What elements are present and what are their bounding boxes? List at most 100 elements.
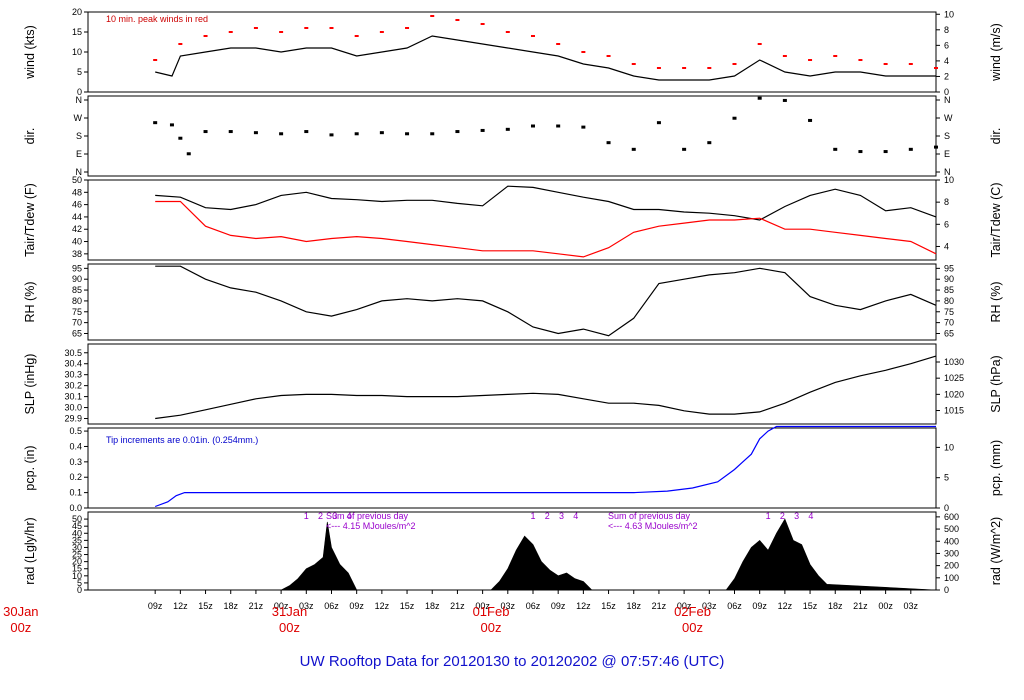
y2-tick-label: 1015 [944,406,964,416]
y2-tick-label: 6 [944,40,949,50]
series-peak-wind [153,15,938,69]
data-point [169,123,174,127]
panel-precip: 0.0 0.1 0.2 0.3 0.4 0.5 0 5 10 pcp. (in) pcp. (mm)… [23,425,1003,513]
data-point [186,152,191,156]
x-tick-label: 09z [752,601,767,611]
y2-axis-title: wind (m/s) [989,23,1003,82]
y-tick-label: 0 [77,87,82,97]
series-precip-line [154,425,936,508]
series-temperature-line [155,185,937,221]
data-point [253,131,258,135]
peak-point [405,27,410,29]
y2-tick-label: S [944,131,950,141]
series-temperature-line [155,200,937,258]
data-point [178,136,183,140]
hour-mark: 1 [304,511,309,521]
data-point [505,127,510,131]
y-tick-label: 75 [72,307,82,317]
y2-tick-label: W [944,113,953,123]
panel-frame [87,11,937,93]
y-tick-label: 0.3 [69,457,82,467]
panel-wind: 0 5 10 15 20 0 2 4 6 8 10 wind (kts) wind (m/s) 10 mi… [23,7,1003,97]
y-axis-title: wind (kts) [23,25,37,79]
peak-point [707,67,712,69]
y2-tick-label: 300 [944,548,959,558]
peak-point [808,59,813,61]
y2-tick-label: E [944,149,950,159]
x-tick-label: 15z [803,601,818,611]
data-point [908,147,913,151]
data-point [455,130,460,134]
x-tick-label: 15z [400,601,415,611]
data-point [631,147,636,151]
data-point [808,118,813,122]
x-tick-label: 12z [375,601,390,611]
y2-tick-label: 10 [944,9,954,19]
y2-tick-label: 4 [944,56,949,66]
data-point [606,141,611,145]
peak-point [430,15,435,17]
y-tick-label: W [74,113,83,123]
peak-point [253,27,258,29]
y2-tick-label: 4 [944,241,949,251]
x-tick-label: 21z [652,601,667,611]
y2-tick-label: 5 [944,473,949,483]
y-tick-label: 38 [72,249,82,259]
y-tick-label: 40 [72,528,82,538]
wind-annotation: 10 min. peak winds in red [106,14,208,24]
data-point [858,150,863,154]
day-label-date: 30Jan [3,604,38,619]
y2-tick-label: N [944,167,951,177]
panel-radiation: 051015202530354045500100200300400500600r… [23,511,1003,595]
x-tick-label: 06z [526,601,541,611]
x-tick-label: 18z [626,601,641,611]
x-tick-label: 09z [349,601,364,611]
peak-point [631,63,636,65]
y-axis-title: pcp. (in) [23,445,37,490]
y-tick-label: 10 [72,47,82,57]
peak-point [153,59,158,61]
data-point [480,128,485,132]
series-radiation-area [155,518,937,591]
peak-point [530,35,535,37]
panel-frame [87,427,937,509]
x-tick-label: 00z [274,601,289,611]
hour-mark: 3 [794,511,799,521]
y-tick-label: 20 [72,7,82,17]
y-tick-label: 30.5 [64,348,82,358]
y2-tick-label: 2 [944,71,949,81]
precip-annotation: Tip increments are 0.01in. (0.254mm.) [106,435,258,445]
y-tick-label: 90 [72,274,82,284]
panel-slp: 29.930.030.130.230.330.430.5 1015 1020 1025… [23,343,1003,425]
x-tick-label: 09z [551,601,566,611]
y2-tick-label: 600 [944,512,959,522]
y-tick-label: 40 [72,237,82,247]
panel-frame [87,343,937,425]
y2-tick-label: 10 [944,175,954,185]
x-tick-label: 03z [299,601,314,611]
y-tick-label: 30.4 [64,359,82,369]
y2-tick-label: 65 [944,328,954,338]
peak-point [682,67,687,69]
day-label-date: 31Jan [272,604,307,619]
y-tick-label: 30.1 [64,392,82,402]
day-label-hour: 00z [481,620,502,635]
peak-point [732,63,737,65]
hour-mark: 2 [318,511,323,521]
y-tick-label: 29.9 [64,414,82,424]
y-tick-label: 5 [77,67,82,77]
y2-tick-label: 0 [944,87,949,97]
peak-point [833,55,838,57]
y2-tick-label: 1030 [944,357,964,367]
y-tick-label: 50 [72,514,82,524]
day-summary-line2: <--- 4.15 MJoules/m^2 [326,521,416,531]
peak-point [908,63,913,65]
hour-mark: 2 [780,511,785,521]
day-summary-line1: Sum of previous day [608,511,691,521]
peak-point [934,67,938,69]
peak-point [354,35,359,37]
